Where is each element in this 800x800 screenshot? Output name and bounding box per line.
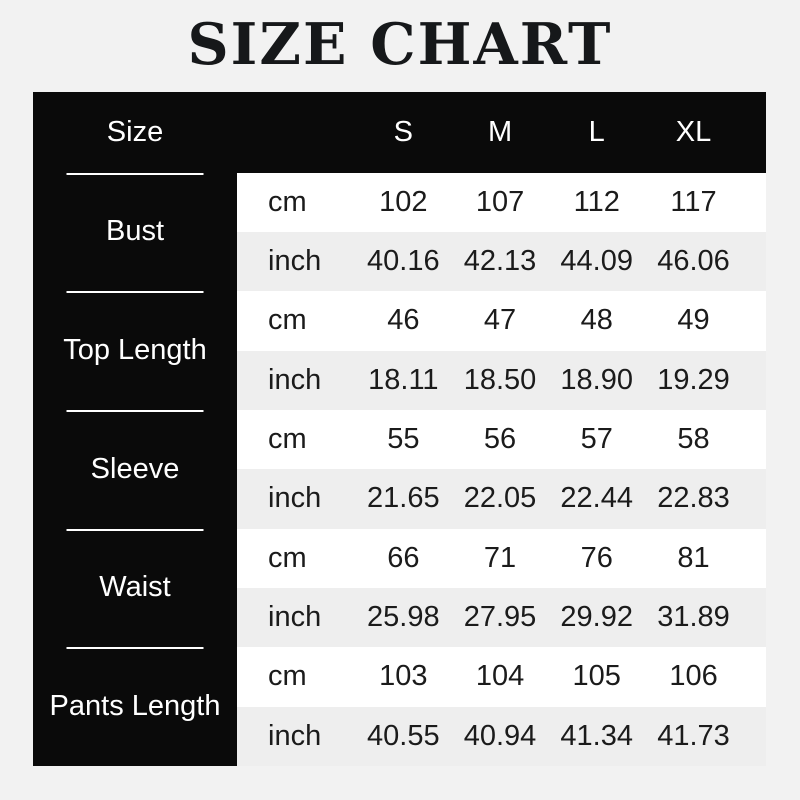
header-col-m: M bbox=[451, 92, 549, 173]
unit-cell-inch: inch bbox=[237, 469, 355, 529]
value-cell: 58 bbox=[645, 409, 766, 470]
value-cell: 42.13 bbox=[451, 231, 549, 292]
value-cell: 55 bbox=[355, 409, 452, 470]
header-unit-spacer bbox=[237, 92, 355, 173]
unit-cell-inch: inch bbox=[237, 350, 355, 410]
row-label-bust: Bust bbox=[33, 172, 237, 292]
value-cell: 76 bbox=[548, 528, 646, 588]
value-cell: 21.65 bbox=[355, 469, 452, 529]
unit-cell-cm: cm bbox=[237, 172, 355, 232]
size-chart-table: Size S M L XL Bust cm 102 107 112 117 in… bbox=[33, 92, 766, 766]
unit-cell-cm: cm bbox=[237, 528, 355, 588]
row-label-sleeve: Sleeve bbox=[33, 409, 237, 529]
unit-cell-inch: inch bbox=[237, 231, 355, 292]
unit-cell-cm: cm bbox=[237, 647, 355, 707]
value-cell: 112 bbox=[548, 172, 646, 232]
unit-cell-cm: cm bbox=[237, 409, 355, 470]
header-col-s: S bbox=[355, 92, 452, 173]
unit-cell-inch: inch bbox=[237, 706, 355, 766]
value-cell: 46 bbox=[355, 291, 452, 351]
value-cell: 41.34 bbox=[548, 706, 646, 766]
value-cell: 40.16 bbox=[355, 231, 452, 292]
value-cell: 47 bbox=[451, 291, 549, 351]
value-cell: 57 bbox=[548, 409, 646, 470]
value-cell: 48 bbox=[548, 291, 646, 351]
value-cell: 25.98 bbox=[355, 587, 452, 648]
value-cell: 103 bbox=[355, 647, 452, 707]
value-cell: 27.95 bbox=[451, 587, 549, 648]
value-cell: 81 bbox=[645, 528, 766, 588]
value-cell: 104 bbox=[451, 647, 549, 707]
value-cell: 29.92 bbox=[548, 587, 646, 648]
value-cell: 102 bbox=[355, 172, 452, 232]
value-cell: 22.44 bbox=[548, 469, 646, 529]
value-cell: 105 bbox=[548, 647, 646, 707]
value-cell: 107 bbox=[451, 172, 549, 232]
value-cell: 18.90 bbox=[548, 350, 646, 410]
page-title: SIZE CHART bbox=[187, 11, 613, 78]
value-cell: 19.29 bbox=[645, 350, 766, 410]
value-cell: 106 bbox=[645, 647, 766, 707]
value-cell: 41.73 bbox=[645, 706, 766, 766]
value-cell: 117 bbox=[645, 172, 766, 232]
row-label-top-length: Top Length bbox=[33, 291, 237, 410]
header-col-xl: XL bbox=[645, 92, 766, 173]
header-size-label: Size bbox=[33, 92, 237, 173]
value-cell: 40.94 bbox=[451, 706, 549, 766]
value-cell: 31.89 bbox=[645, 587, 766, 648]
value-cell: 71 bbox=[451, 528, 549, 588]
row-label-pants-length: Pants Length bbox=[33, 647, 237, 766]
value-cell: 44.09 bbox=[548, 231, 646, 292]
row-label-waist: Waist bbox=[33, 528, 237, 648]
value-cell: 18.11 bbox=[355, 350, 452, 410]
value-cell: 66 bbox=[355, 528, 452, 588]
value-cell: 40.55 bbox=[355, 706, 452, 766]
value-cell: 22.83 bbox=[645, 469, 766, 529]
value-cell: 56 bbox=[451, 409, 549, 470]
value-cell: 46.06 bbox=[645, 231, 766, 292]
header-col-l: L bbox=[548, 92, 646, 173]
value-cell: 22.05 bbox=[451, 469, 549, 529]
value-cell: 18.50 bbox=[451, 350, 549, 410]
value-cell: 49 bbox=[645, 291, 766, 351]
unit-cell-inch: inch bbox=[237, 587, 355, 648]
unit-cell-cm: cm bbox=[237, 291, 355, 351]
